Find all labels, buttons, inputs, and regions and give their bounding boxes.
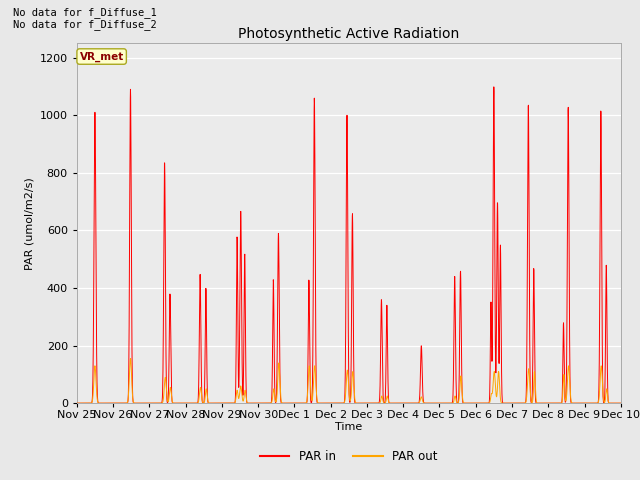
PAR in (218, 400, 225, 406)
PAR out (73, 400, 81, 406)
PAR out (453, 400, 461, 406)
PAR out (617, 400, 625, 406)
PAR in (482, 400, 490, 406)
Legend: PAR in, PAR out: PAR in, PAR out (255, 445, 443, 468)
PAR out (418, 395, 426, 401)
PAR out (399, 400, 407, 406)
PAR in (246, 400, 253, 406)
PAR out (482, 400, 490, 406)
PAR in (522, 397, 530, 403)
Text: No data for f_Diffuse_1: No data for f_Diffuse_1 (13, 7, 157, 18)
PAR out (522, 399, 530, 405)
PAR in (490, 84, 498, 90)
PAR out (452, 399, 460, 405)
PAR in (73, 400, 81, 406)
PAR in (452, 396, 460, 402)
PAR out (246, 400, 253, 406)
Text: No data for f_Diffuse_2: No data for f_Diffuse_2 (13, 19, 157, 30)
PAR in (452, 393, 460, 398)
Text: VR_met: VR_met (79, 51, 124, 61)
Line: PAR out: PAR out (77, 359, 621, 403)
PAR in (617, 400, 625, 406)
Y-axis label: PAR (umol/m2/s): PAR (umol/m2/s) (24, 177, 34, 270)
PAR out (127, 356, 134, 361)
X-axis label: Time: Time (335, 421, 362, 432)
PAR in (418, 347, 426, 353)
Title: Photosynthetic Active Radiation: Photosynthetic Active Radiation (238, 27, 460, 41)
Line: PAR in: PAR in (77, 87, 621, 403)
